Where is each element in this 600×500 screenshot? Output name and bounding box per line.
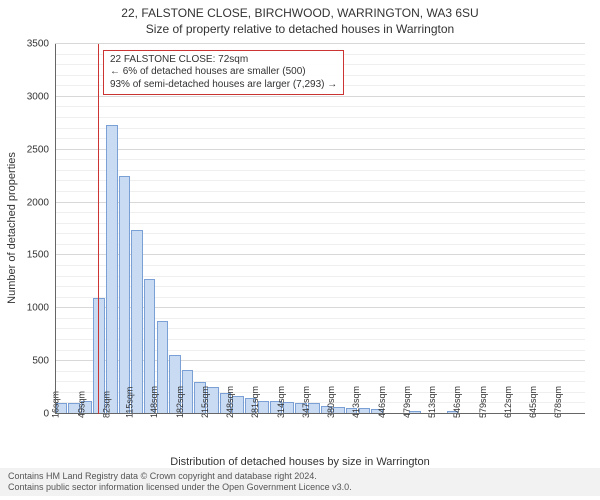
bar-slot: 413sqm [358,44,371,414]
bar-slot [547,44,560,414]
bar-slot [244,44,257,414]
bar-slot: 82sqm [106,44,119,414]
bar-slot [573,44,586,414]
bar-slot [118,44,131,414]
y-tick-label: 1500 [27,250,55,261]
bar-slot: 380sqm [333,44,346,414]
annotation-line: 22 FALSTONE CLOSE: 72sqm [110,54,337,67]
bar-slot: 148sqm [156,44,169,414]
bar-slot [497,44,510,414]
y-tick-label: 3500 [27,39,55,50]
bar-slot: 546sqm [459,44,472,414]
bar-slot [143,44,156,414]
bar-slot: 215sqm [207,44,220,414]
bar-slot: 248sqm [232,44,245,414]
footer-attribution: Contains HM Land Registry data © Crown c… [0,468,600,496]
bar-slot: 347sqm [308,44,321,414]
bar-slot [421,44,434,414]
title-line-1: 22, FALSTONE CLOSE, BIRCHWOOD, WARRINGTO… [0,6,600,22]
y-tick-label: 2000 [27,197,55,208]
histogram-chart: 16sqm49sqm82sqm115sqm148sqm182sqm215sqm2… [55,44,585,414]
bar-slot: 16sqm [55,44,68,414]
bar-slot [320,44,333,414]
bar-slot [270,44,283,414]
x-axis-label: Distribution of detached houses by size … [170,456,429,468]
histogram-bar [106,125,118,414]
bar-slot [68,44,81,414]
bar-slot [446,44,459,414]
bar-slot [522,44,535,414]
bar-slot: 612sqm [510,44,523,414]
bar-slot: 281sqm [257,44,270,414]
bar-slot: 678sqm [560,44,573,414]
bar-slot [194,44,207,414]
bars-container: 16sqm49sqm82sqm115sqm148sqm182sqm215sqm2… [55,44,585,414]
title-line-2: Size of property relative to detached ho… [0,22,600,38]
histogram-bar [119,176,131,414]
bar-slot [396,44,409,414]
y-tick-label: 3000 [27,91,55,102]
x-axis-line [55,413,585,414]
bar-slot [169,44,182,414]
bar-slot: 115sqm [131,44,144,414]
bar-slot: 182sqm [181,44,194,414]
y-axis-label: Number of detached properties [6,152,18,304]
y-tick-label: 1000 [27,303,55,314]
y-tick-label: 0 [43,409,55,420]
bar-slot [371,44,384,414]
bar-slot: 49sqm [80,44,93,414]
property-marker-line [98,44,99,414]
y-axis-line [55,44,56,414]
plot-area: 16sqm49sqm82sqm115sqm148sqm182sqm215sqm2… [55,44,585,414]
bar-slot [93,44,106,414]
footer-line-1: Contains HM Land Registry data © Crown c… [8,471,592,482]
bar-slot: 314sqm [282,44,295,414]
bar-slot: 446sqm [383,44,396,414]
bar-slot: 479sqm [409,44,422,414]
y-tick-label: 500 [32,356,55,367]
bar-slot: 645sqm [535,44,548,414]
bar-slot: 579sqm [484,44,497,414]
annotation-line: 93% of semi-detached houses are larger (… [110,79,337,92]
bar-slot [295,44,308,414]
footer-line-2: Contains public sector information licen… [8,482,592,493]
annotation-box: 22 FALSTONE CLOSE: 72sqm← 6% of detached… [103,50,344,96]
bar-slot: 513sqm [434,44,447,414]
bar-slot [345,44,358,414]
y-tick-label: 2500 [27,144,55,155]
bar-slot [472,44,485,414]
chart-titles: 22, FALSTONE CLOSE, BIRCHWOOD, WARRINGTO… [0,0,600,37]
annotation-line: ← 6% of detached houses are smaller (500… [110,66,337,79]
bar-slot [219,44,232,414]
